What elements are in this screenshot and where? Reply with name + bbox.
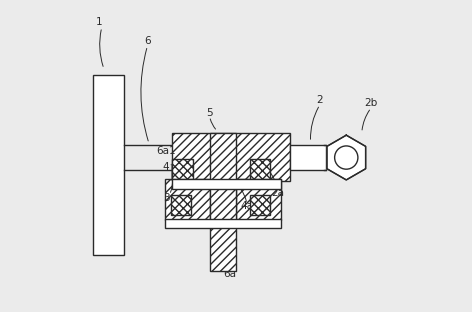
Polygon shape — [327, 135, 366, 180]
Polygon shape — [172, 164, 189, 181]
Bar — [210, 133, 236, 271]
Bar — [172, 159, 193, 179]
Bar — [250, 159, 270, 179]
Bar — [236, 179, 281, 220]
Text: 2: 2 — [317, 95, 323, 105]
Text: 2a: 2a — [271, 188, 285, 198]
Text: 6: 6 — [144, 36, 151, 46]
Text: 2b: 2b — [364, 98, 378, 108]
Bar — [165, 219, 281, 228]
Bar — [250, 195, 270, 215]
Bar — [290, 145, 326, 170]
Bar — [93, 75, 124, 256]
Text: 1: 1 — [96, 17, 102, 27]
Text: 6a1: 6a1 — [156, 146, 176, 156]
Text: 3: 3 — [163, 193, 169, 203]
Bar — [172, 179, 281, 189]
Bar — [172, 133, 290, 181]
Text: 5: 5 — [206, 108, 213, 118]
Text: 6a: 6a — [223, 269, 236, 279]
Bar — [171, 195, 191, 215]
Text: 4a: 4a — [240, 201, 253, 211]
Bar — [165, 179, 210, 220]
Text: 4: 4 — [163, 162, 169, 172]
